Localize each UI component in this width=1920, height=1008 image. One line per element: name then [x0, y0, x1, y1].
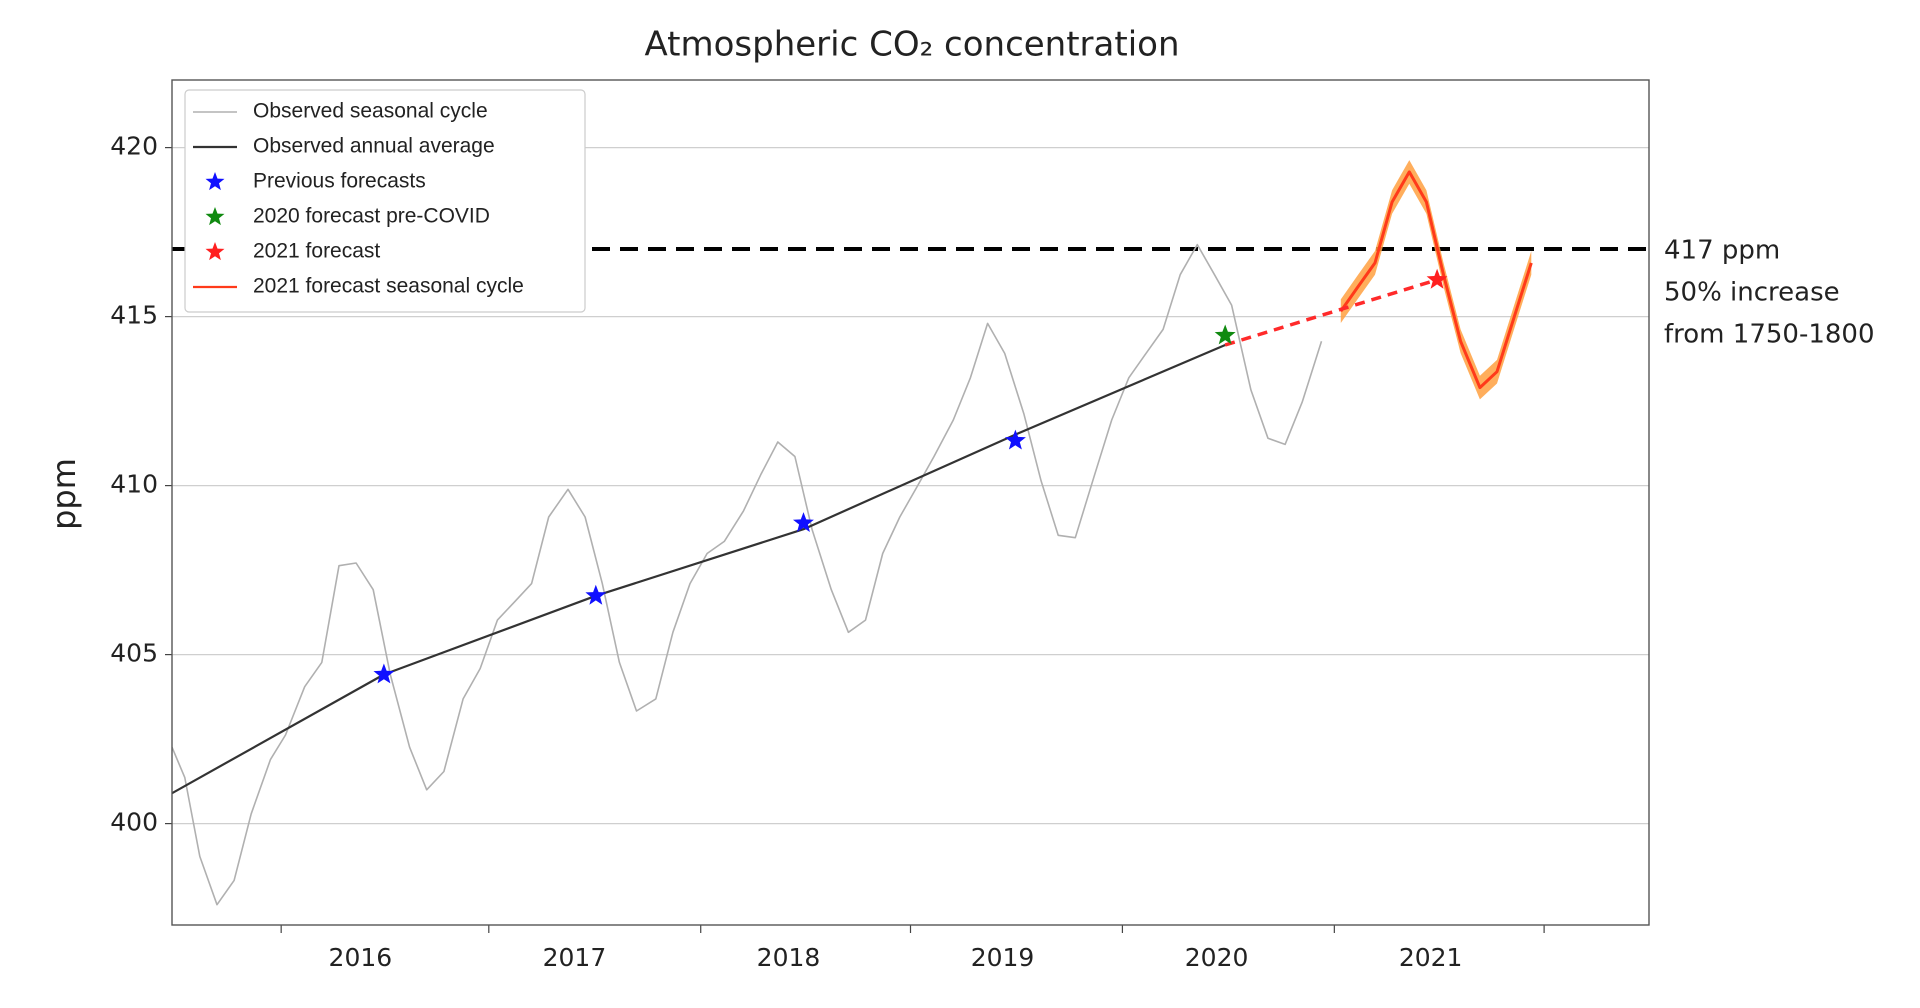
- star-marker: [585, 584, 607, 605]
- annotation: 417 ppm: [1664, 236, 1780, 266]
- series-line: [172, 243, 1323, 906]
- x-tick-label: 2020: [1185, 943, 1249, 972]
- y-tick-label: 410: [110, 470, 158, 499]
- star-marker: [1004, 429, 1026, 450]
- star-marker: [1426, 268, 1448, 289]
- x-tick-label: 2017: [543, 943, 607, 972]
- legend-label: 2021 forecast: [253, 240, 380, 263]
- y-tick-label: 400: [110, 808, 158, 837]
- y-tick-label: 405: [110, 639, 158, 668]
- legend-box: [184, 89, 586, 313]
- legend-label: 2021 forecast seasonal cycle: [253, 275, 524, 298]
- legend-label: Observed seasonal cycle: [253, 100, 488, 123]
- y-tick-label: 415: [110, 301, 158, 330]
- plot-frame: [171, 79, 1650, 926]
- y-axis-label: ppm: [45, 458, 83, 530]
- x-tick-label: 2019: [971, 943, 1035, 972]
- y-tick-label: 420: [110, 132, 158, 161]
- x-tick-label: 2016: [329, 943, 393, 972]
- legend-label: Observed annual average: [253, 135, 495, 158]
- forecast-connector: [1224, 278, 1438, 347]
- plot-area: [172, 160, 1649, 906]
- annotation: 50% increase: [1664, 278, 1840, 308]
- series-line: [1339, 170, 1533, 390]
- star-marker: [793, 512, 814, 532]
- star-marker: [373, 663, 395, 684]
- legend-label: Previous forecasts: [253, 170, 426, 193]
- x-tick-label: 2018: [757, 943, 821, 972]
- star-marker: [1214, 324, 1236, 345]
- chart-title: Atmospheric CO₂ concentration: [644, 25, 1179, 65]
- series-line: [172, 343, 1226, 795]
- legend-marker: [205, 207, 225, 226]
- legend-marker: [205, 242, 225, 261]
- legend-marker: [205, 172, 225, 191]
- x-tick-label: 2021: [1399, 943, 1463, 972]
- annotation: from 1750-1800: [1664, 320, 1875, 350]
- legend-label: 2020 forecast pre-COVID: [253, 205, 490, 228]
